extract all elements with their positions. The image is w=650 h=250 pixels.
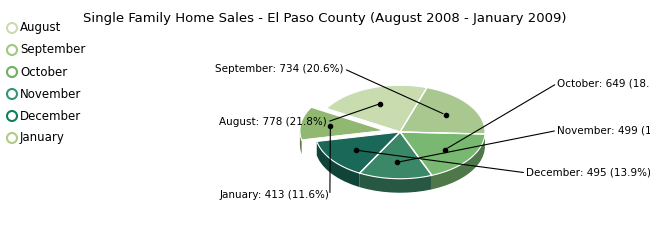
- Polygon shape: [317, 132, 400, 173]
- Polygon shape: [400, 88, 485, 134]
- Text: January: January: [20, 132, 65, 144]
- Text: September: September: [20, 44, 85, 57]
- Polygon shape: [359, 173, 432, 193]
- Polygon shape: [317, 142, 359, 187]
- Text: August: August: [20, 22, 61, 35]
- Polygon shape: [326, 85, 427, 132]
- Text: December: 495 (13.9%): December: 495 (13.9%): [526, 168, 650, 178]
- Polygon shape: [400, 132, 485, 175]
- Text: September: 734 (20.6%): September: 734 (20.6%): [215, 64, 344, 74]
- Text: November: 499 (14.0%): November: 499 (14.0%): [557, 126, 650, 136]
- Text: November: November: [20, 88, 81, 101]
- Text: October: 649 (18.2%): October: 649 (18.2%): [557, 78, 650, 88]
- Text: January: 413 (11.6%): January: 413 (11.6%): [220, 190, 330, 200]
- Polygon shape: [300, 130, 302, 154]
- Text: Single Family Home Sales - El Paso County (August 2008 - January 2009): Single Family Home Sales - El Paso Count…: [83, 12, 567, 25]
- Text: August: 778 (21.8%): August: 778 (21.8%): [219, 117, 327, 127]
- Polygon shape: [432, 134, 485, 189]
- Polygon shape: [359, 132, 432, 179]
- Polygon shape: [300, 107, 385, 140]
- Text: October: October: [20, 66, 67, 78]
- Text: December: December: [20, 110, 81, 122]
